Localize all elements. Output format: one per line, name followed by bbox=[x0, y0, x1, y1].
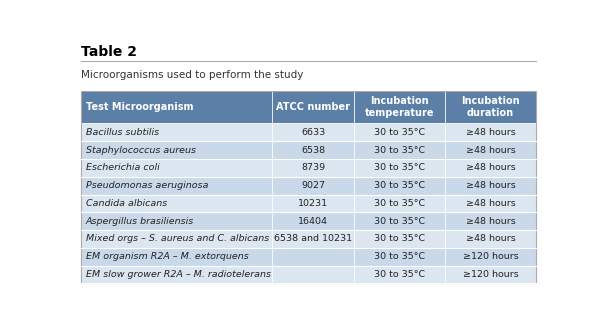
Text: 30 to 35°C: 30 to 35°C bbox=[374, 146, 425, 155]
Text: Table 2: Table 2 bbox=[81, 45, 137, 59]
Bar bbox=[445, 159, 536, 177]
Bar bbox=[272, 91, 354, 124]
Text: 6538: 6538 bbox=[301, 146, 325, 155]
Text: Escherichia coli: Escherichia coli bbox=[85, 163, 160, 172]
Bar bbox=[354, 91, 445, 124]
Text: EM organism R2A – M. extorquens: EM organism R2A – M. extorquens bbox=[85, 252, 248, 261]
Bar bbox=[445, 248, 536, 266]
Text: 30 to 35°C: 30 to 35°C bbox=[374, 128, 425, 137]
Text: Candida albicans: Candida albicans bbox=[85, 199, 167, 208]
Bar bbox=[272, 195, 354, 212]
Text: Staphylococcus aureus: Staphylococcus aureus bbox=[85, 146, 196, 155]
Text: 6633: 6633 bbox=[301, 128, 325, 137]
Bar bbox=[445, 266, 536, 283]
Bar bbox=[445, 91, 536, 124]
Text: 6538 and 10231: 6538 and 10231 bbox=[274, 235, 352, 243]
Text: 30 to 35°C: 30 to 35°C bbox=[374, 181, 425, 190]
Bar bbox=[272, 177, 354, 195]
Bar bbox=[354, 230, 445, 248]
Bar bbox=[81, 159, 272, 177]
Text: ≥48 hours: ≥48 hours bbox=[466, 181, 515, 190]
Text: 30 to 35°C: 30 to 35°C bbox=[374, 252, 425, 261]
Bar bbox=[272, 230, 354, 248]
Text: 9027: 9027 bbox=[301, 181, 325, 190]
Bar bbox=[81, 212, 272, 230]
Bar bbox=[81, 141, 272, 159]
Bar bbox=[354, 248, 445, 266]
Bar bbox=[81, 248, 272, 266]
Text: 16404: 16404 bbox=[298, 217, 328, 226]
Text: Mixed orgs – S. aureus and C. albicans: Mixed orgs – S. aureus and C. albicans bbox=[85, 235, 268, 243]
Bar bbox=[354, 195, 445, 212]
Bar bbox=[272, 212, 354, 230]
Bar bbox=[445, 177, 536, 195]
Bar bbox=[272, 159, 354, 177]
Text: 30 to 35°C: 30 to 35°C bbox=[374, 270, 425, 279]
Text: Incubation
duration: Incubation duration bbox=[461, 96, 520, 118]
Text: ≥48 hours: ≥48 hours bbox=[466, 217, 515, 226]
Bar bbox=[354, 266, 445, 283]
Text: ≥48 hours: ≥48 hours bbox=[466, 199, 515, 208]
Bar bbox=[81, 91, 536, 283]
Bar bbox=[445, 212, 536, 230]
Bar bbox=[354, 212, 445, 230]
Bar bbox=[445, 141, 536, 159]
Text: ≥120 hours: ≥120 hours bbox=[463, 270, 518, 279]
Text: ≥48 hours: ≥48 hours bbox=[466, 235, 515, 243]
Text: Aspergillus brasiliensis: Aspergillus brasiliensis bbox=[85, 217, 194, 226]
Text: Incubation
temperature: Incubation temperature bbox=[365, 96, 435, 118]
Text: 30 to 35°C: 30 to 35°C bbox=[374, 217, 425, 226]
Bar bbox=[81, 195, 272, 212]
Bar bbox=[81, 266, 272, 283]
Text: Pseudomonas aeruginosa: Pseudomonas aeruginosa bbox=[85, 181, 208, 190]
Bar bbox=[354, 177, 445, 195]
Text: ≥48 hours: ≥48 hours bbox=[466, 146, 515, 155]
Text: Test Microorganism: Test Microorganism bbox=[85, 102, 193, 112]
Bar bbox=[445, 230, 536, 248]
Text: Microorganisms used to perform the study: Microorganisms used to perform the study bbox=[81, 70, 303, 80]
Bar bbox=[81, 123, 272, 141]
Bar bbox=[354, 141, 445, 159]
Bar bbox=[81, 177, 272, 195]
Text: ≥48 hours: ≥48 hours bbox=[466, 128, 515, 137]
Text: 8739: 8739 bbox=[301, 163, 325, 172]
Bar bbox=[81, 230, 272, 248]
Text: 30 to 35°C: 30 to 35°C bbox=[374, 235, 425, 243]
Bar bbox=[272, 248, 354, 266]
Text: 30 to 35°C: 30 to 35°C bbox=[374, 199, 425, 208]
Bar bbox=[272, 123, 354, 141]
Bar bbox=[272, 266, 354, 283]
Text: 30 to 35°C: 30 to 35°C bbox=[374, 163, 425, 172]
Bar bbox=[445, 195, 536, 212]
Text: EM slow grower R2A – M. radiotelerans: EM slow grower R2A – M. radiotelerans bbox=[85, 270, 270, 279]
Text: ≥120 hours: ≥120 hours bbox=[463, 252, 518, 261]
Bar bbox=[354, 159, 445, 177]
Text: ≥48 hours: ≥48 hours bbox=[466, 163, 515, 172]
Bar bbox=[272, 141, 354, 159]
Bar bbox=[81, 91, 272, 124]
Text: ATCC number: ATCC number bbox=[276, 102, 350, 112]
Text: 10231: 10231 bbox=[298, 199, 328, 208]
Bar bbox=[354, 123, 445, 141]
Text: Bacillus subtilis: Bacillus subtilis bbox=[85, 128, 159, 137]
Bar bbox=[445, 123, 536, 141]
